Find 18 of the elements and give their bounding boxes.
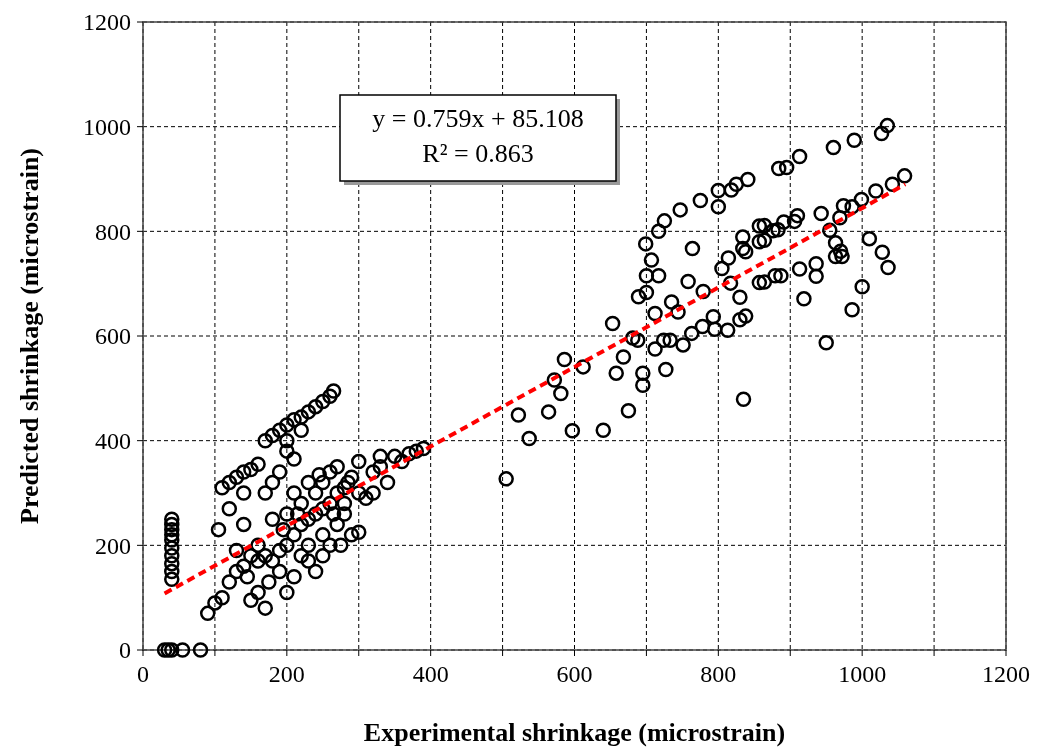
y-tick-label: 400	[95, 428, 131, 455]
y-tick-label: 600	[95, 323, 131, 350]
y-tick-label: 800	[95, 218, 131, 245]
x-axis-title: Experimental shrinkage (microstrain)	[363, 718, 786, 747]
x-tick-label: 600	[556, 661, 593, 687]
annotation: y = 0.759x + 85.108	[372, 104, 584, 133]
x-tick-label: 1000	[838, 661, 887, 687]
y-tick-label: 200	[95, 532, 131, 559]
x-tick-label: 1200	[982, 661, 1030, 687]
annotation: R² = 0.863	[422, 139, 534, 168]
y-tick-label: 1000	[83, 114, 131, 141]
x-tick-label: 400	[412, 661, 449, 687]
x-tick-label: 200	[268, 661, 305, 687]
y-axis-title: Predicted shrinkage (microstrain)	[15, 148, 44, 524]
x-tick-label: 800	[700, 661, 737, 687]
y-tick-label: 0	[119, 637, 131, 664]
y-tick-label: 1200	[83, 9, 131, 36]
x-tick-label: 0	[137, 661, 149, 687]
